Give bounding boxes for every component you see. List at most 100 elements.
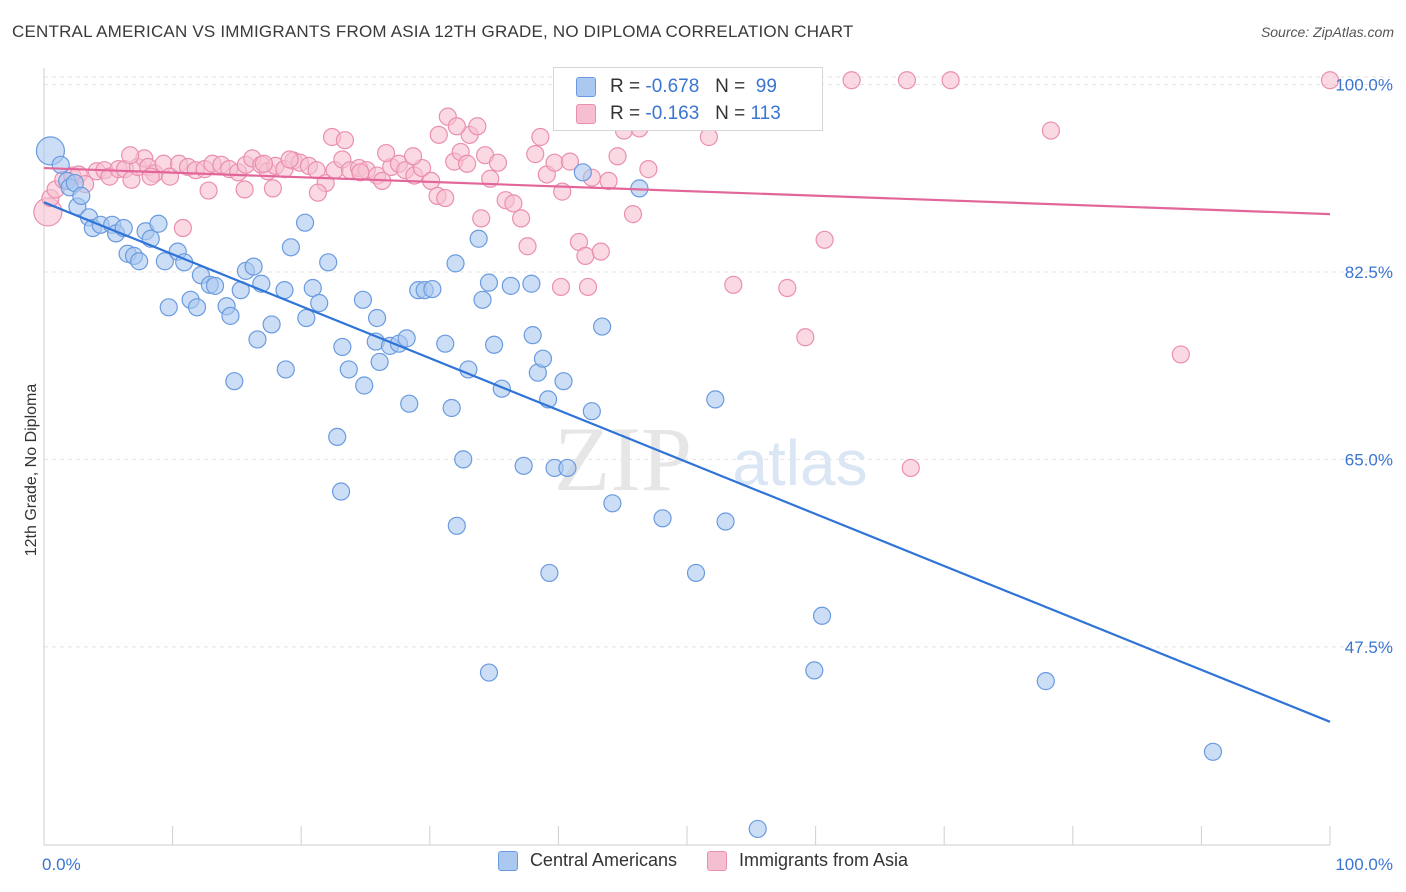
tick-labels: 100.0% 82.5% 65.0% 47.5% 0.0% 100.0% <box>42 75 1393 874</box>
point-central-americans <box>805 661 824 680</box>
point-central-americans <box>593 317 612 336</box>
point-central-americans <box>479 663 499 682</box>
point-central-americans <box>442 398 461 418</box>
point-central-americans <box>447 516 466 535</box>
point-immigrants-asia <box>351 163 370 182</box>
point-central-americans <box>333 337 352 357</box>
point-central-americans <box>355 376 374 395</box>
point-immigrants-asia <box>591 242 610 261</box>
point-central-americans <box>454 450 473 469</box>
legend-r-value: -0.678 <box>645 76 700 97</box>
trendline-central-americans <box>43 201 1331 723</box>
point-central-americans <box>225 372 244 391</box>
legend-r-label: R = <box>610 103 641 124</box>
point-immigrants-asia <box>901 458 920 478</box>
legend-item-immigrants-asia[interactable]: Immigrants from Asia <box>707 850 908 871</box>
legend-swatch-blue <box>497 850 518 871</box>
point-central-americans <box>248 330 267 349</box>
point-central-americans <box>370 352 389 372</box>
point-immigrants-asia <box>599 171 618 190</box>
legend-n-label: N = <box>715 76 746 97</box>
point-immigrants-asia <box>235 180 254 199</box>
point-immigrants-asia <box>1041 121 1061 140</box>
legend-row-central-americans: R = -0.678 N = 99 <box>576 75 777 99</box>
point-central-americans <box>469 229 488 248</box>
point-central-americans <box>812 606 832 625</box>
point-immigrants-asia <box>263 179 283 198</box>
point-central-americans <box>540 563 559 583</box>
point-central-americans <box>554 372 573 391</box>
x-tick-label: 0.0% <box>42 855 81 874</box>
point-immigrants-asia <box>199 181 218 200</box>
point-central-americans <box>310 293 329 313</box>
point-immigrants-asia <box>447 117 466 136</box>
point-immigrants-asia <box>335 131 355 150</box>
legend-swatch-pink <box>576 104 596 124</box>
point-immigrants-asia <box>436 188 455 208</box>
y-tick-label: 47.5% <box>1345 638 1393 657</box>
legend-row-immigrants-asia: R = -0.163 N = 113 <box>576 102 781 126</box>
point-immigrants-asia <box>815 230 834 249</box>
point-central-americans <box>582 402 601 421</box>
legend-r-value: -0.163 <box>645 103 700 124</box>
point-central-americans <box>295 213 315 232</box>
point-immigrants-asia <box>472 209 491 228</box>
legend-item-central-americans[interactable]: Central Americans <box>497 850 677 871</box>
point-central-americans <box>573 163 592 182</box>
point-immigrants-asia <box>512 209 531 228</box>
point-immigrants-asia <box>376 143 396 163</box>
point-immigrants-asia <box>1320 71 1340 90</box>
point-central-americans <box>485 335 504 354</box>
y-tick-label: 100.0% <box>1335 75 1393 94</box>
point-immigrants-asia <box>842 71 861 90</box>
point-immigrants-asia <box>796 328 815 347</box>
point-immigrants-asia <box>608 147 627 166</box>
point-central-americans <box>1036 672 1055 691</box>
watermark-atlas: atlas <box>732 427 867 499</box>
watermark-zip: ZIP <box>554 408 692 510</box>
point-immigrants-asia <box>639 160 658 179</box>
legend-series2-label: Immigrants from Asia <box>739 850 909 870</box>
point-central-americans <box>367 308 387 328</box>
chart-title: CENTRAL AMERICAN VS IMMIGRANTS FROM ASIA… <box>12 22 854 41</box>
point-immigrants-asia <box>576 246 595 265</box>
point-immigrants-asia <box>545 153 564 172</box>
point-central-americans <box>328 427 347 446</box>
y-tick-label: 82.5% <box>1345 263 1393 282</box>
point-immigrants-asia <box>403 147 423 166</box>
legend-n-label: N = <box>715 103 746 124</box>
point-central-americans <box>51 155 70 174</box>
point-central-americans <box>339 360 358 379</box>
point-immigrants-asia <box>457 154 477 173</box>
point-immigrants-asia <box>488 153 508 172</box>
point-central-americans <box>423 279 442 299</box>
point-immigrants-asia <box>699 127 718 147</box>
point-central-americans <box>603 494 622 513</box>
point-central-americans <box>149 214 168 233</box>
point-central-americans <box>297 308 316 328</box>
point-immigrants-asia <box>121 146 140 165</box>
legend-series1-label: Central Americans <box>529 850 677 870</box>
point-immigrants-asia <box>518 237 537 256</box>
point-immigrants-asia <box>551 277 571 297</box>
point-central-americans <box>523 326 542 345</box>
point-central-americans <box>187 298 207 317</box>
point-central-americans <box>72 186 91 205</box>
point-immigrants-asia <box>468 117 487 136</box>
source-label: Source: ZipAtlas.com <box>1260 24 1394 40</box>
point-central-americans <box>130 252 149 271</box>
point-immigrants-asia <box>941 71 960 90</box>
legend-n-value: 99 <box>755 76 777 97</box>
point-central-americans <box>716 512 735 531</box>
point-central-americans <box>205 276 225 295</box>
point-central-americans <box>436 334 455 353</box>
point-central-americans <box>514 456 533 475</box>
point-central-americans <box>501 276 520 295</box>
trendline-immigrants-asia <box>43 166 1331 216</box>
point-central-americans <box>244 257 263 276</box>
point-immigrants-asia <box>173 218 192 238</box>
point-central-americans <box>400 394 419 413</box>
correlation-legend: R = -0.678 N = 99 R = -0.163 N = 113 <box>553 67 823 131</box>
point-central-americans <box>473 290 492 309</box>
legend-n-value: 113 <box>750 103 781 124</box>
